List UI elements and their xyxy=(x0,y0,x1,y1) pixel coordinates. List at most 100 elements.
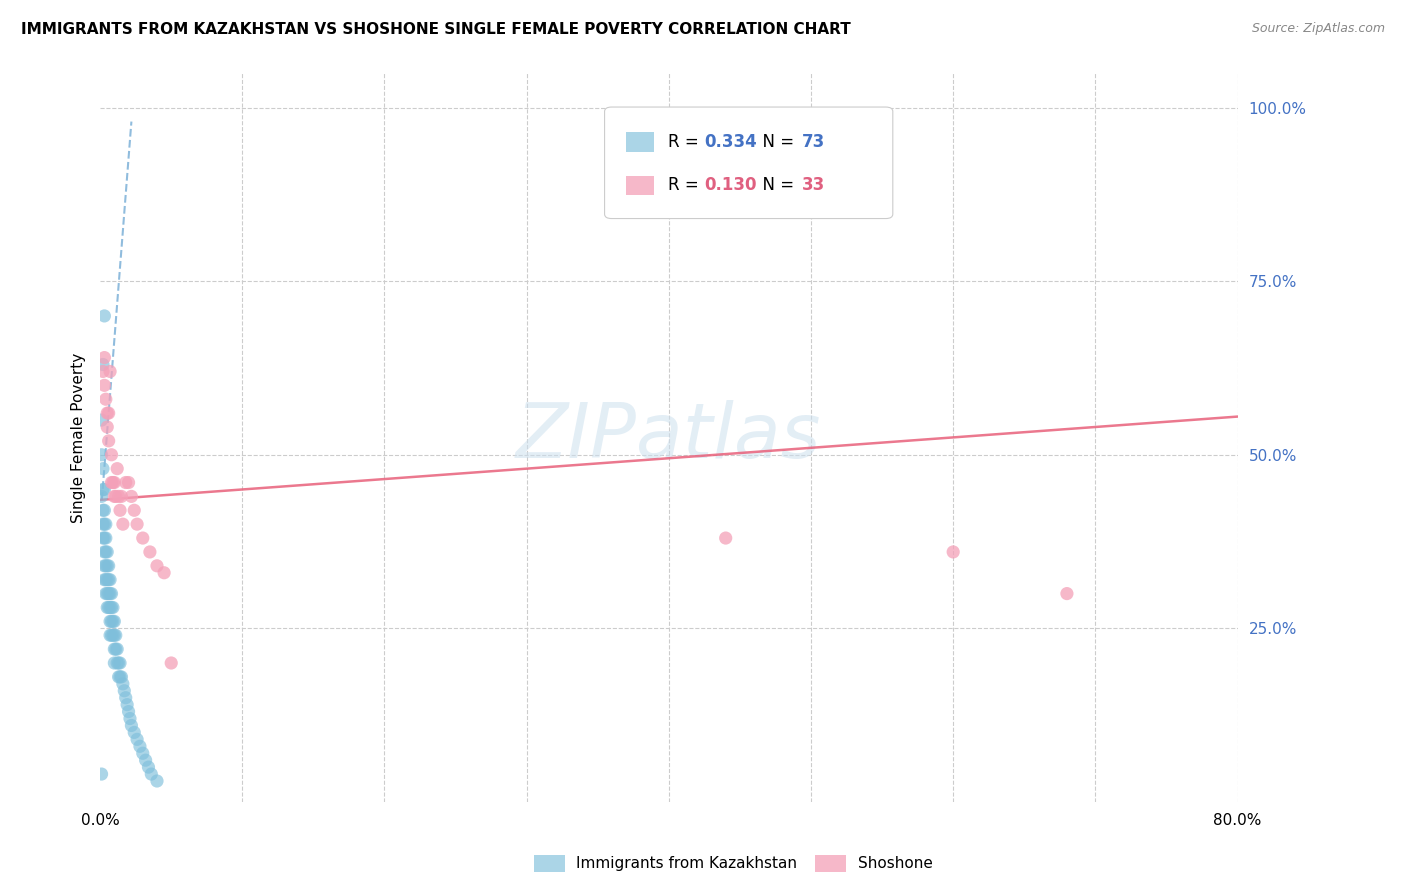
Text: 73: 73 xyxy=(801,133,825,152)
Point xyxy=(94,586,117,600)
Point xyxy=(94,517,117,532)
Point xyxy=(93,309,115,323)
Point xyxy=(111,517,134,532)
Point xyxy=(942,545,965,559)
Point xyxy=(104,642,127,657)
Point xyxy=(96,600,118,615)
Point xyxy=(141,767,163,781)
Point xyxy=(127,732,149,747)
Point xyxy=(98,600,121,615)
Point xyxy=(103,656,125,670)
Point xyxy=(96,586,118,600)
Point xyxy=(108,670,131,684)
Text: 0.130: 0.130 xyxy=(704,177,756,194)
Point xyxy=(114,690,136,705)
Point xyxy=(118,712,141,726)
Point xyxy=(146,558,169,573)
Text: IMMIGRANTS FROM KAZAKHSTAN VS SHOSHONE SINGLE FEMALE POVERTY CORRELATION CHART: IMMIGRANTS FROM KAZAKHSTAN VS SHOSHONE S… xyxy=(21,22,851,37)
Point xyxy=(101,615,124,629)
Point xyxy=(132,746,155,760)
Point xyxy=(100,628,122,642)
Point xyxy=(101,600,124,615)
Point xyxy=(103,628,125,642)
Point xyxy=(107,656,129,670)
Point xyxy=(96,420,118,434)
Point xyxy=(153,566,176,580)
Point xyxy=(103,615,125,629)
Point xyxy=(104,490,127,504)
Point xyxy=(101,475,124,490)
Point xyxy=(90,767,112,781)
Point xyxy=(96,573,118,587)
Point xyxy=(90,448,112,462)
Point xyxy=(107,670,129,684)
Point xyxy=(132,531,155,545)
Text: Source: ZipAtlas.com: Source: ZipAtlas.com xyxy=(1251,22,1385,36)
Point xyxy=(117,475,139,490)
Point xyxy=(101,628,124,642)
Point xyxy=(122,503,145,517)
Point xyxy=(135,753,157,767)
Point xyxy=(103,475,125,490)
Point xyxy=(112,683,135,698)
Point xyxy=(103,642,125,657)
Point xyxy=(98,586,121,600)
Point xyxy=(100,475,122,490)
Text: R =: R = xyxy=(668,133,704,152)
Point xyxy=(115,698,138,712)
Point xyxy=(160,656,183,670)
Point xyxy=(93,558,115,573)
Point xyxy=(107,490,129,504)
Text: N =: N = xyxy=(752,133,800,152)
Point xyxy=(96,406,118,420)
Text: ZIPatlas: ZIPatlas xyxy=(516,401,821,475)
Point xyxy=(93,531,115,545)
Point xyxy=(114,475,136,490)
Text: 33: 33 xyxy=(801,177,825,194)
Point xyxy=(122,725,145,739)
Point xyxy=(98,628,121,642)
Point xyxy=(97,600,120,615)
Text: N =: N = xyxy=(752,177,800,194)
Point xyxy=(93,483,115,497)
Point xyxy=(96,558,118,573)
Point xyxy=(105,656,128,670)
Point xyxy=(94,573,117,587)
Point xyxy=(110,490,132,504)
Point xyxy=(100,448,122,462)
Point xyxy=(139,545,162,559)
Point xyxy=(100,586,122,600)
Point xyxy=(90,413,112,427)
Point xyxy=(98,573,121,587)
Y-axis label: Single Female Poverty: Single Female Poverty xyxy=(72,352,86,523)
Point xyxy=(714,531,737,545)
Point xyxy=(91,503,114,517)
Point xyxy=(93,503,115,517)
Point xyxy=(104,628,127,642)
Point xyxy=(138,760,160,774)
Point xyxy=(91,517,114,532)
Point xyxy=(90,490,112,504)
Point xyxy=(97,406,120,420)
Point xyxy=(94,392,117,407)
Point xyxy=(94,558,117,573)
Point xyxy=(146,774,169,789)
Point xyxy=(105,642,128,657)
Point xyxy=(94,545,117,559)
Point xyxy=(93,573,115,587)
Point xyxy=(91,358,114,372)
Point xyxy=(117,705,139,719)
Point xyxy=(100,600,122,615)
Point xyxy=(97,434,120,448)
Point xyxy=(100,615,122,629)
Point xyxy=(108,503,131,517)
Text: 0.334: 0.334 xyxy=(704,133,758,152)
Point xyxy=(108,656,131,670)
Point xyxy=(93,545,115,559)
Point xyxy=(97,558,120,573)
Point xyxy=(103,490,125,504)
Point xyxy=(98,364,121,378)
Text: R =: R = xyxy=(668,177,704,194)
Point xyxy=(129,739,152,754)
Text: Immigrants from Kazakhstan: Immigrants from Kazakhstan xyxy=(576,856,797,871)
